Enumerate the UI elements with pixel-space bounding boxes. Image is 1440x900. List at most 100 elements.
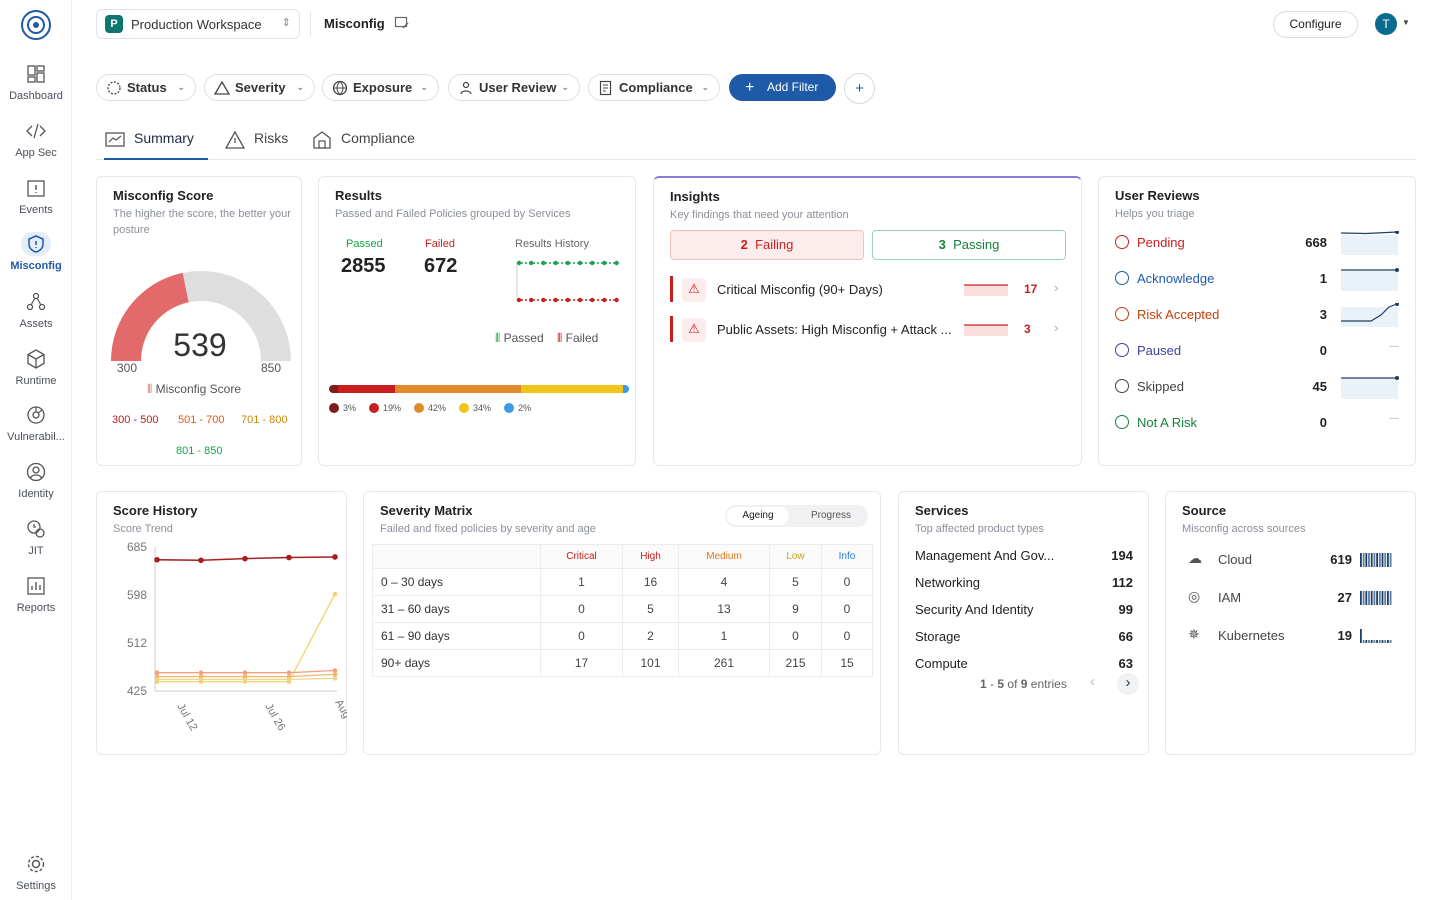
prev-page-button[interactable]: ‹	[1090, 673, 1095, 690]
table-cell[interactable]: 5	[622, 595, 679, 623]
sidebar-item-misconfig[interactable]: Misconfig	[0, 232, 72, 272]
table-row[interactable]: 0 – 30 days 1 16 4 5 0	[372, 568, 873, 596]
filter-label: Status	[127, 80, 167, 95]
sidebar-item-label: Vulnerabil...	[7, 431, 65, 443]
sidebar-item-jit[interactable]: JIT	[0, 517, 72, 557]
app-logo[interactable]	[20, 9, 52, 41]
review-status-row[interactable]: Acknowledge 1	[1115, 268, 1401, 291]
table-row[interactable]: 31 – 60 days 0 5 13 9 0	[372, 595, 873, 623]
table-row[interactable]: 61 – 90 days 0 2 1 0 0	[372, 622, 873, 650]
chevron-right-icon[interactable]: ›	[1054, 320, 1059, 335]
sidebar-item-runtime[interactable]: Runtime	[0, 347, 72, 387]
filter-severity[interactable]: Severity ⌄	[204, 74, 315, 101]
failing-toggle[interactable]: 2 Failing	[670, 230, 864, 260]
insight-item[interactable]: ⚠ Critical Misconfig (90+ Days) 17 ›	[670, 276, 1068, 304]
sidebar-item-identity[interactable]: Identity	[0, 460, 72, 500]
filter-label: Exposure	[353, 80, 413, 95]
table-cell[interactable]: 1	[678, 622, 770, 650]
tab-compliance[interactable]: Compliance	[311, 130, 415, 160]
failing-label: Failing	[755, 237, 794, 252]
card-title: User Reviews	[1115, 188, 1200, 203]
sidebar-item-dashboard[interactable]: Dashboard	[0, 62, 72, 102]
table-cell[interactable]: 9	[769, 595, 822, 623]
add-button[interactable]: +	[844, 73, 875, 104]
add-filter-button[interactable]: + Add Filter	[729, 74, 836, 101]
table-cell[interactable]: 2	[622, 622, 679, 650]
toggle-ageing[interactable]: Ageing	[727, 507, 789, 525]
failed-point	[614, 297, 619, 303]
tab-summary[interactable]: Summary	[104, 130, 208, 160]
sidebar-item-app-sec[interactable]: App Sec	[0, 119, 72, 159]
next-page-button[interactable]: ›	[1117, 673, 1139, 695]
source-label: Kubernetes	[1218, 628, 1285, 643]
sidebar-item-events[interactable]: Events	[0, 176, 72, 216]
list-item[interactable]: Security And Identity 99	[915, 602, 1133, 622]
table-cell[interactable]: 0	[540, 622, 623, 650]
table-cell[interactable]: 0	[769, 622, 822, 650]
source-row[interactable]: ☁ Cloud 619	[1186, 550, 1396, 570]
workspace-selector[interactable]: P Production Workspace ⇕	[96, 9, 300, 39]
series-point	[286, 670, 292, 676]
review-status-row[interactable]: Skipped 45	[1115, 376, 1401, 399]
table-cell[interactable]: 17	[540, 649, 623, 677]
sidebar-item-vulnerabil[interactable]: Vulnerabil...	[0, 403, 72, 443]
table-row[interactable]: 90+ days 17 101 261 215 15	[372, 649, 873, 677]
toggle-progress[interactable]: Progress	[810, 510, 851, 521]
severity-segment	[521, 385, 623, 393]
table-cell[interactable]: 5	[769, 568, 822, 596]
chevron-right-icon[interactable]: ›	[1054, 280, 1059, 295]
table-cell[interactable]: 101	[622, 649, 679, 677]
list-item[interactable]: Networking 112	[915, 575, 1133, 595]
tab-risks[interactable]: Risks	[224, 130, 288, 160]
table-cell[interactable]: 0	[821, 622, 873, 650]
sidebar-item-assets[interactable]: Assets	[0, 290, 72, 330]
card-title: Results	[335, 188, 382, 203]
source-card: Source Misconfig across sources ☁ Cloud 61…	[1165, 491, 1416, 755]
range-label: 300 - 500	[112, 414, 159, 426]
filter-exposure[interactable]: Exposure ⌄	[322, 74, 439, 101]
passing-toggle[interactable]: 3 Passing	[872, 230, 1066, 260]
kubernetes-icon: ✵	[1188, 626, 1200, 642]
table-cell[interactable]: 0	[821, 568, 873, 596]
sidebar-item-settings[interactable]: Settings	[0, 852, 72, 892]
source-row[interactable]: ◎ IAM 27	[1186, 588, 1396, 608]
list-item[interactable]: Compute 63	[915, 656, 1133, 676]
review-status-row[interactable]: Risk Accepted 3	[1115, 303, 1401, 327]
series-point	[286, 677, 292, 682]
avatar[interactable]: T	[1375, 13, 1397, 35]
table-cell[interactable]: 261	[678, 649, 770, 677]
source-bar-sparkline	[1360, 591, 1392, 605]
insight-item[interactable]: ⚠ Public Assets: High Misconfig + Attack…	[670, 316, 1068, 344]
service-label: Management And Gov...	[915, 548, 1055, 563]
sidebar-item-reports[interactable]: Reports	[0, 574, 72, 614]
score-value: 539	[173, 327, 227, 363]
source-count: 19	[1337, 628, 1352, 643]
edit-icon[interactable]	[394, 15, 410, 31]
table-cell[interactable]: 0	[540, 595, 623, 623]
list-item[interactable]: Storage 66	[915, 629, 1133, 649]
filter-status[interactable]: Status ⌄	[96, 74, 196, 101]
filter-compliance[interactable]: Compliance ⌄	[588, 74, 720, 101]
configure-button[interactable]: Configure	[1273, 11, 1358, 38]
failed-point	[516, 297, 522, 303]
table-cell[interactable]: 0	[821, 595, 873, 623]
review-status-row[interactable]: Not A Risk 0 —	[1115, 413, 1401, 435]
list-item[interactable]: Management And Gov... 194	[915, 548, 1133, 568]
source-row[interactable]: ✵ Kubernetes 19	[1186, 626, 1396, 646]
gear-icon	[27, 855, 45, 873]
review-status-row[interactable]: Paused 0 —	[1115, 341, 1401, 363]
failing-count: 2	[740, 237, 748, 252]
caret-down-icon[interactable]: ▼	[1402, 18, 1410, 27]
severity-legend-item: 3%	[329, 403, 356, 413]
table-cell[interactable]: 13	[678, 595, 770, 623]
table-cell[interactable]: 16	[622, 568, 679, 596]
table-cell[interactable]: 215	[769, 649, 822, 677]
table-cell[interactable]: 1	[540, 568, 623, 596]
review-status-row[interactable]: Pending 668	[1115, 231, 1401, 255]
x-tick-label: Jul 26	[262, 702, 287, 733]
risk-accepted-icon	[1115, 307, 1129, 321]
table-cell[interactable]: 4	[678, 568, 770, 596]
table-cell[interactable]: 15	[821, 649, 873, 677]
filter-user-review[interactable]: User Review ⌄	[448, 74, 580, 101]
review-status-count: 1	[1319, 271, 1327, 286]
